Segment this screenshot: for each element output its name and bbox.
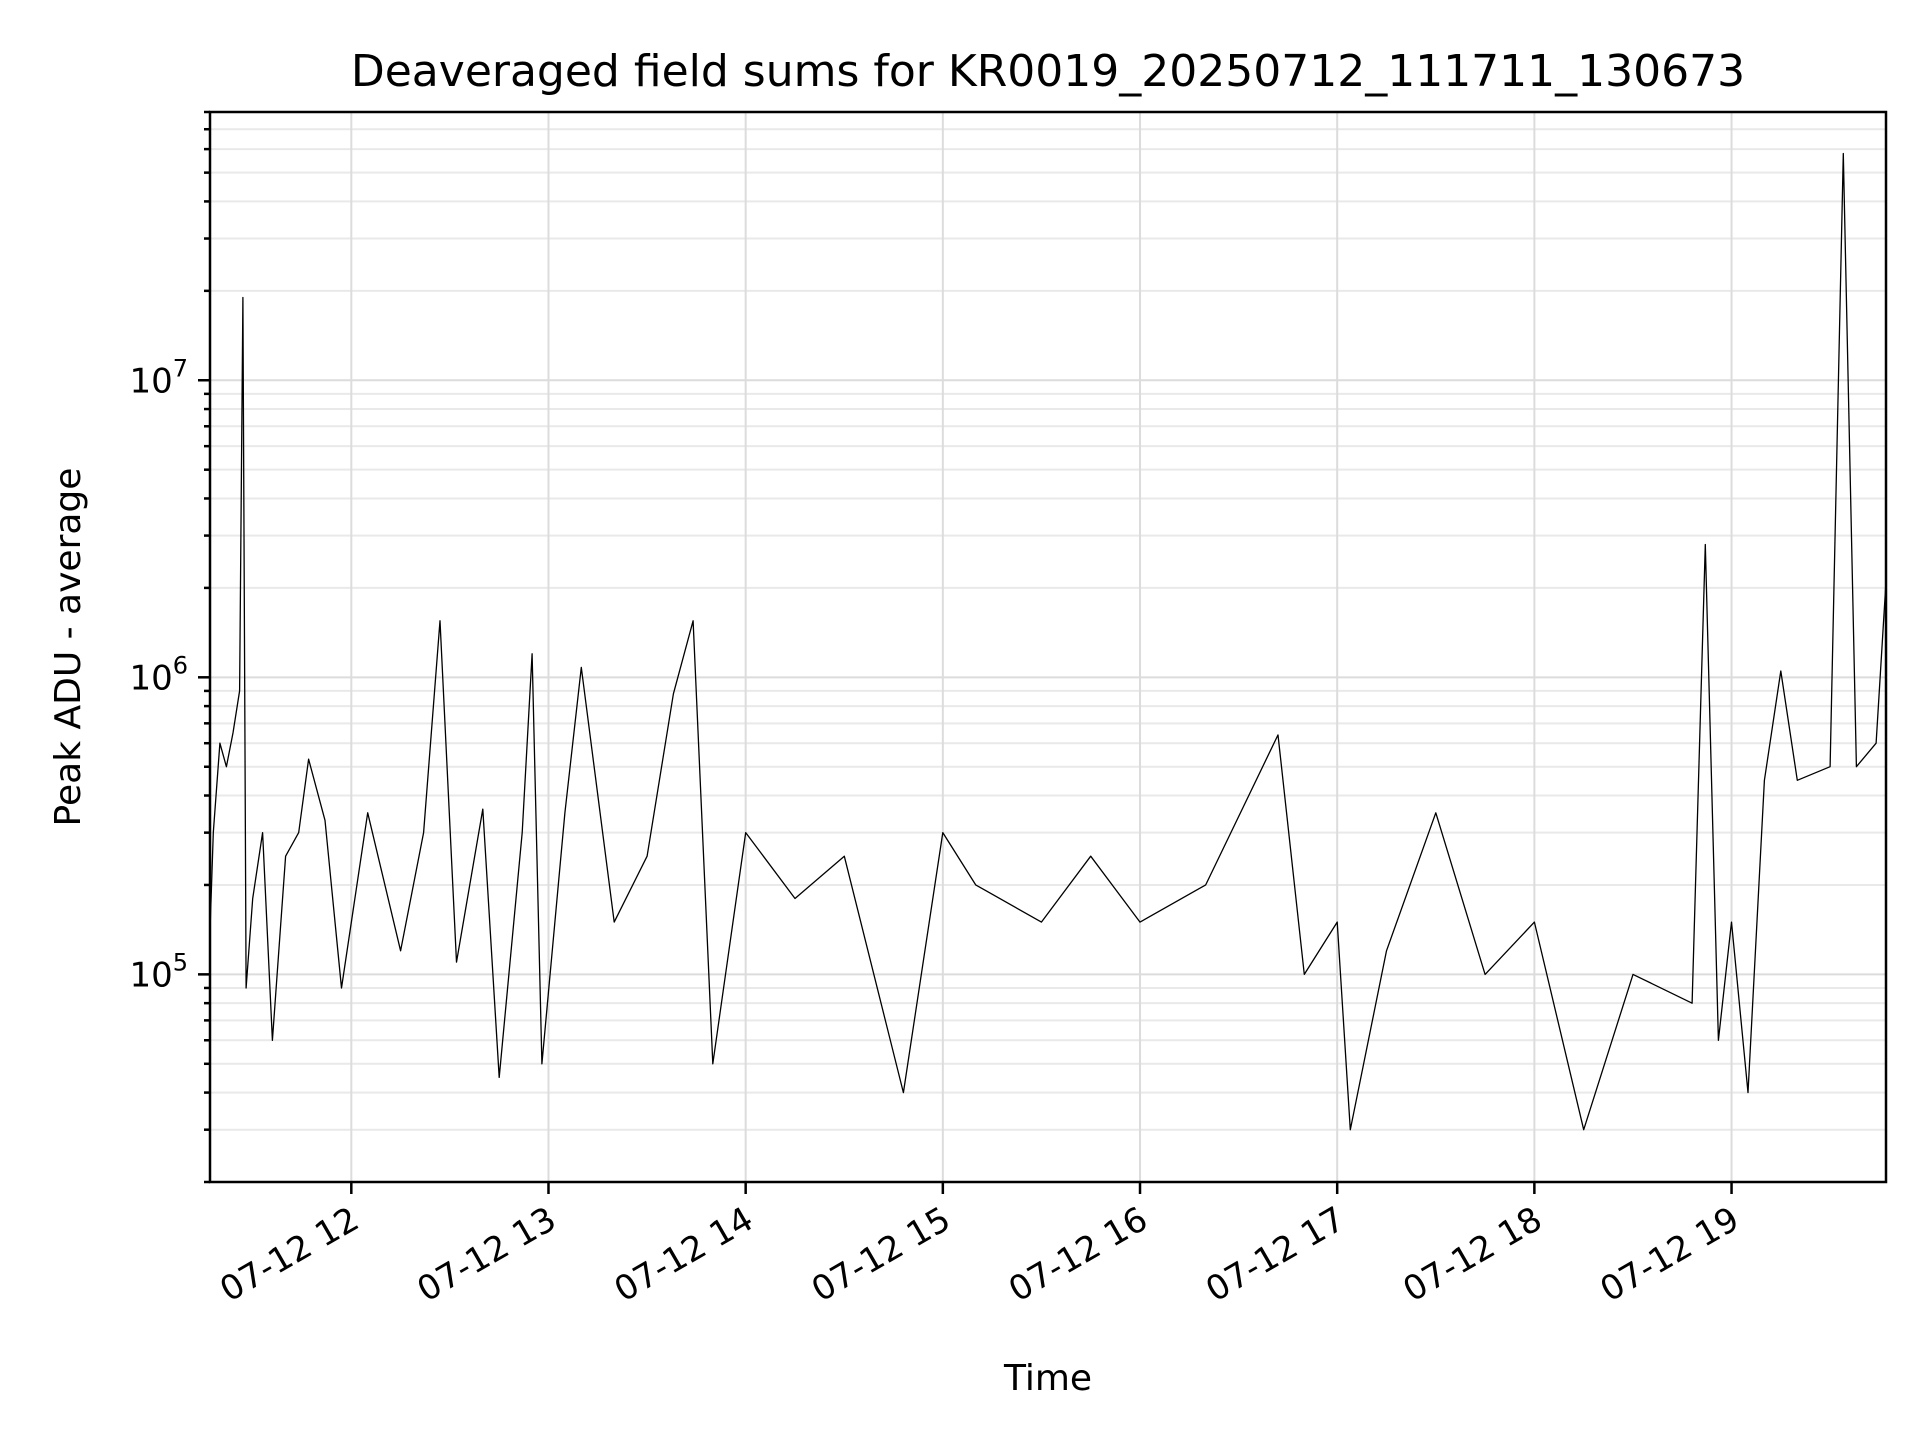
y-tick-base: 10 xyxy=(129,658,172,698)
series-line xyxy=(209,152,1887,1131)
chart-title: Deaveraged field sums for KR0019_2025071… xyxy=(351,46,1745,97)
y-axis-label: Peak ADU - average xyxy=(48,468,89,827)
y-tick-label: 105 xyxy=(129,948,188,995)
y-tick-exponent: 5 xyxy=(173,948,188,976)
y-tick-exponent: 6 xyxy=(173,651,188,679)
series-group xyxy=(209,152,1887,1131)
minor-grid xyxy=(210,111,1886,1183)
ticks-group xyxy=(198,110,1733,1194)
x-axis-label: Time xyxy=(1003,1358,1092,1399)
y-tick-exponent: 7 xyxy=(173,354,188,382)
y-tick-base: 10 xyxy=(129,361,172,401)
major-grid xyxy=(210,112,1886,1182)
y-tick-label: 106 xyxy=(129,651,188,698)
y-tick-base: 10 xyxy=(129,955,172,995)
plot-frame xyxy=(208,110,1888,1184)
y-tick-label: 107 xyxy=(129,354,188,401)
